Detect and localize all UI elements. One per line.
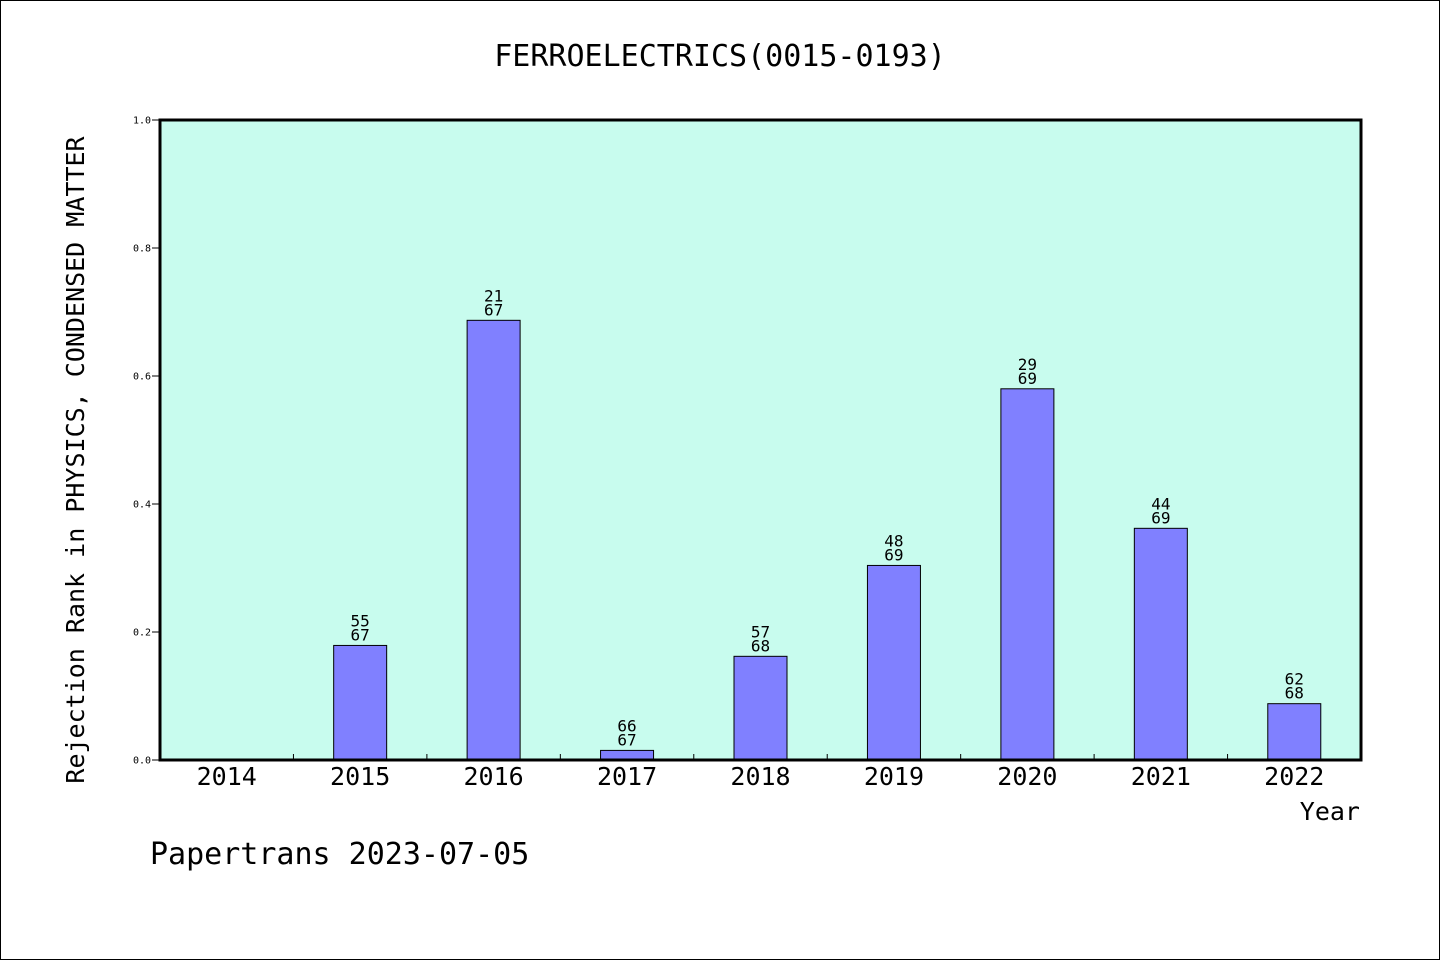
bar-2021: [1133, 527, 1188, 761]
data-label-total: 67: [617, 730, 636, 749]
bars-group: [333, 319, 1322, 761]
bar-2015: [333, 644, 388, 761]
y-tick-label: 0.4: [133, 500, 151, 511]
chart-title: FERROELECTRICS(0015-0193): [494, 39, 946, 74]
bar-2022: [1267, 703, 1322, 761]
data-label-rank: 66: [617, 716, 636, 735]
x-tick-label: 2022: [1264, 762, 1324, 791]
data-label-rank: 55: [351, 611, 370, 630]
bar-2018: [733, 655, 788, 761]
data-label-rank: 48: [884, 531, 903, 550]
x-axis-label: Year: [1300, 797, 1360, 826]
bar-2019: [866, 564, 921, 761]
y-tick-label: 0.0: [133, 756, 151, 767]
y-tick-label: 1.0: [133, 116, 151, 127]
data-label-rank: 62: [1285, 670, 1304, 689]
x-tick-label: 2017: [597, 762, 657, 791]
plot-border: [158, 118, 1363, 762]
data-label-total: 69: [1151, 508, 1170, 527]
data-label-total: 69: [884, 545, 903, 564]
x-tick-label: 2018: [730, 762, 790, 791]
data-label-total: 67: [484, 300, 503, 319]
data-label-total: 69: [1018, 369, 1037, 388]
bar-2016: [466, 319, 521, 761]
data-label-total: 67: [351, 625, 370, 644]
x-tick-label: 2014: [197, 762, 257, 791]
footer-text: Papertrans 2023-07-05: [150, 837, 529, 872]
data-label-rank: 21: [484, 286, 503, 305]
x-tick-label: 2019: [864, 762, 924, 791]
data-label-total: 68: [751, 636, 770, 655]
x-tick-label: 2016: [464, 762, 524, 791]
x-tick-label: 2015: [330, 762, 390, 791]
y-tick-label: 0.6: [133, 372, 151, 383]
data-label-rank: 44: [1151, 494, 1170, 513]
x-tick-label: 2020: [997, 762, 1057, 791]
y-tick-label: 0.8: [133, 244, 151, 255]
data-label-rank: 29: [1018, 355, 1037, 374]
x-tick-label: 2021: [1131, 762, 1191, 791]
data-label-total: 68: [1285, 684, 1304, 703]
data-label-rank: 57: [751, 622, 770, 641]
y-tick-label: 0.2: [133, 628, 151, 639]
y-axis-label: Rejection Rank in PHYSICS, CONDENSED MAT…: [61, 135, 90, 783]
bar-2020: [1000, 388, 1055, 761]
